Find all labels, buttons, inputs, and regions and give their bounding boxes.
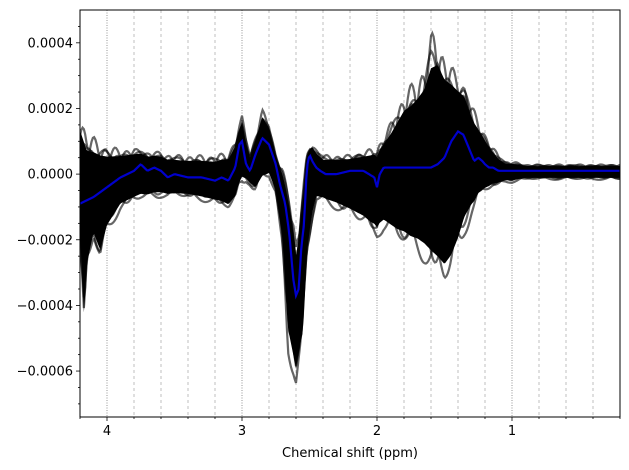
x-tick-label: 4 [103,424,111,439]
gridlines [106,10,594,417]
x-tick-label: 3 [238,424,246,439]
x-tick-label: 2 [373,424,381,439]
individual-spectrum-line [80,61,620,274]
y-tick-label: 0.0000 [28,168,74,183]
y-tick-label: 0.0002 [28,102,74,117]
individual-spectrum-line [80,85,620,264]
y-axis: 0.0004 0.0002 0.0000 −0.0002 −0.0004 −0.0006 [17,26,80,405]
mean-spectrum-line [80,129,620,300]
x-axis: 4 3 2 1 [79,417,621,439]
x-axis-title: Chemical shift (ppm) [282,446,418,461]
y-tick-label: −0.0006 [17,365,73,380]
y-tick-label: −0.0004 [17,299,73,314]
y-tick-label: −0.0002 [17,233,73,248]
x-tick-label: 1 [508,424,516,439]
y-tick-label: 0.0004 [28,36,74,51]
individual-spectrum-line [80,55,620,248]
individual-spectrum-line [80,149,620,324]
plot-series [80,30,620,384]
